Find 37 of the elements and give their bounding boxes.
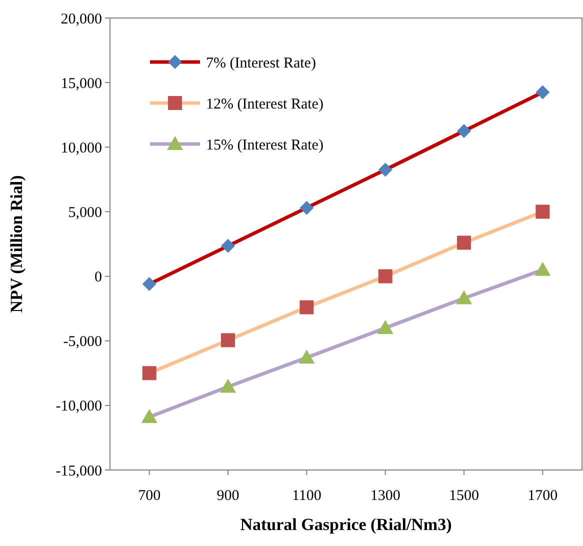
y-tick-label: -10,000	[56, 398, 102, 415]
y-axis-title: NPV (Million Rial)	[7, 175, 26, 313]
y-tick-label: 15,000	[60, 76, 102, 92]
x-axis-title: Natural Gasprice (Rial/Nm3)	[240, 515, 452, 534]
x-tick-label: 1100	[292, 488, 322, 504]
point	[378, 269, 392, 284]
point	[457, 236, 471, 250]
x-tick-label: 900	[216, 488, 240, 504]
point	[298, 350, 315, 364]
x-tick-label: 1300	[370, 488, 400, 504]
y-tick-label: 20,000	[60, 11, 102, 28]
point	[300, 200, 314, 215]
point	[141, 409, 158, 424]
point	[536, 85, 550, 100]
point	[300, 300, 314, 314]
point	[377, 320, 394, 334]
point	[456, 290, 472, 304]
point	[220, 378, 236, 393]
legend-label: 15% (Interest Rate)	[206, 137, 324, 154]
y-tick-label: 10,000	[60, 140, 102, 156]
point	[221, 333, 235, 348]
legend-label: 7% (Interest Rate)	[206, 55, 316, 72]
y-tick-label: 0	[94, 270, 102, 286]
y-tick-label: 5,000	[68, 204, 102, 221]
point	[534, 262, 551, 276]
x-tick-label: 700	[138, 488, 161, 504]
point	[536, 204, 550, 219]
point	[142, 366, 156, 380]
legend-label: 12% (Interest Rate)	[206, 96, 324, 112]
x-tick-label: 1500	[449, 488, 479, 504]
x-tick-label: 1700	[528, 488, 558, 504]
point	[221, 238, 235, 253]
point	[142, 277, 156, 292]
y-tick-label: -5,000	[63, 334, 102, 350]
point	[378, 162, 392, 177]
point	[457, 124, 471, 138]
y-tick-label: -15,000	[56, 463, 102, 480]
